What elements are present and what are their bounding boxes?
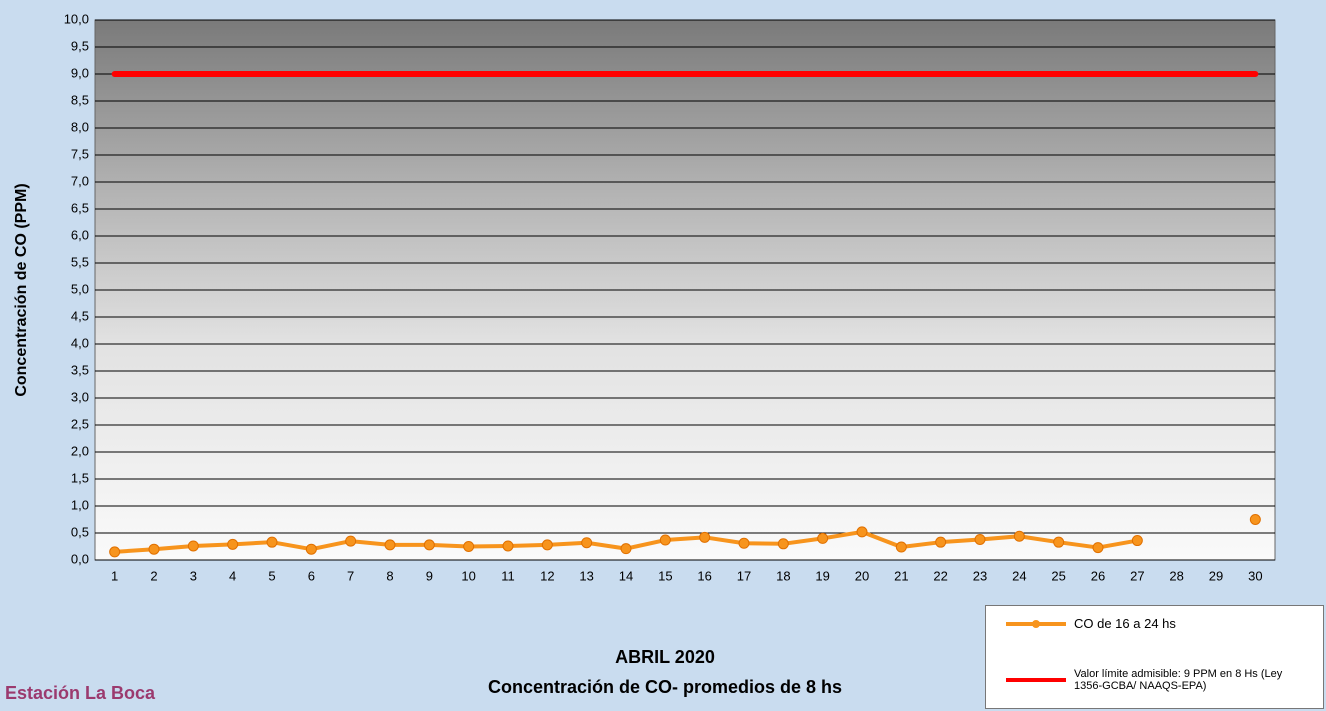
- data-point: [463, 541, 475, 552]
- data-point: [148, 543, 160, 555]
- y-tick-label: 3,0: [71, 389, 89, 404]
- y-tick-label: 1,5: [71, 470, 89, 485]
- x-tick-label: 11: [501, 568, 515, 583]
- station-label: Estación La Boca: [5, 683, 156, 703]
- y-tick-label: 3,5: [71, 362, 89, 377]
- data-point: [581, 537, 593, 549]
- legend-label: CO de 16 a 24 hs: [1074, 616, 1176, 631]
- y-tick-label: 8,5: [71, 92, 89, 107]
- x-tick-label: 9: [426, 568, 433, 583]
- data-point: [1053, 536, 1065, 548]
- data-point: [856, 526, 868, 538]
- x-tick-label: 2: [150, 568, 157, 583]
- x-tick-label: 21: [894, 568, 908, 583]
- x-tick-label: 22: [933, 568, 947, 583]
- data-point: [1013, 530, 1025, 542]
- data-point: [109, 546, 121, 558]
- y-tick-label: 6,0: [71, 227, 89, 242]
- x-tick-label: 18: [776, 568, 790, 583]
- x-tick-label: 19: [815, 568, 829, 583]
- x-tick-label: 6: [308, 568, 315, 583]
- data-point: [541, 539, 553, 551]
- data-point: [502, 540, 514, 552]
- legend-swatch: [1006, 619, 1066, 628]
- data-point: [974, 533, 986, 545]
- data-point: [345, 535, 357, 547]
- y-tick-label: 9,0: [71, 65, 89, 80]
- y-tick-label: 8,0: [71, 119, 89, 134]
- data-point: [305, 543, 317, 555]
- legend-item: Valor límite admisible: 9 PPM en 8 Hs (L…: [1006, 668, 1294, 692]
- data-point: [699, 531, 711, 543]
- chart-subtitle: Concentración de CO- promedios de 8 hs: [488, 677, 842, 697]
- y-tick-label: 5,5: [71, 254, 89, 269]
- y-tick-label: 10,0: [64, 11, 89, 26]
- x-tick-label: 20: [855, 568, 869, 583]
- y-tick-label: 2,0: [71, 443, 89, 458]
- y-tick-label: 1,0: [71, 497, 89, 512]
- data-point: [817, 532, 829, 544]
- x-tick-label: 13: [579, 568, 593, 583]
- data-point: [266, 536, 278, 548]
- y-tick-label: 5,0: [71, 281, 89, 296]
- x-tick-label: 15: [658, 568, 672, 583]
- x-tick-label: 30: [1248, 568, 1262, 583]
- x-tick-label: 3: [190, 568, 197, 583]
- chart-title: ABRIL 2020: [615, 647, 715, 667]
- y-tick-label: 7,0: [71, 173, 89, 188]
- data-point: [659, 534, 671, 546]
- y-tick-label: 0,5: [71, 524, 89, 539]
- x-tick-label: 1: [111, 568, 118, 583]
- x-tick-label: 16: [697, 568, 711, 583]
- x-tick-label: 29: [1209, 568, 1223, 583]
- x-tick-label: 24: [1012, 568, 1026, 583]
- x-tick-label: 27: [1130, 568, 1144, 583]
- data-point: [777, 538, 789, 550]
- data-point: [423, 539, 435, 551]
- y-tick-label: 4,0: [71, 335, 89, 350]
- legend-label: Valor límite admisible: 9 PPM en 8 Hs (L…: [1074, 668, 1283, 692]
- data-point: [895, 541, 907, 553]
- data-point: [935, 536, 947, 548]
- x-tick-label: 26: [1091, 568, 1105, 583]
- data-point: [1131, 535, 1143, 547]
- x-tick-label: 4: [229, 568, 236, 583]
- data-point: [227, 538, 239, 550]
- x-tick-label: 28: [1169, 568, 1183, 583]
- data-point: [620, 543, 632, 555]
- x-tick-label: 12: [540, 568, 554, 583]
- y-tick-label: 9,5: [71, 38, 89, 53]
- data-point: [384, 539, 396, 551]
- data-point: [1092, 542, 1104, 554]
- data-point: [187, 540, 199, 552]
- x-tick-label: 25: [1051, 568, 1065, 583]
- x-tick-label: 23: [973, 568, 987, 583]
- x-tick-label: 17: [737, 568, 751, 583]
- x-tick-label: 8: [386, 568, 393, 583]
- x-tick-label: 14: [619, 568, 633, 583]
- legend: CO de 16 a 24 hs Valor límite admisible:…: [985, 605, 1324, 709]
- x-tick-label: 5: [268, 568, 275, 583]
- y-axis-label: Concentración de CO (PPM): [13, 183, 30, 396]
- data-point: [738, 537, 750, 549]
- data-point: [1249, 514, 1261, 525]
- legend-swatch: [1006, 678, 1066, 682]
- y-tick-label: 7,5: [71, 146, 89, 161]
- y-tick-label: 2,5: [71, 416, 89, 431]
- y-tick-label: 0,0: [71, 551, 89, 566]
- legend-item: CO de 16 a 24 hs: [1006, 616, 1176, 631]
- x-tick-label: 7: [347, 568, 354, 583]
- x-tick-label: 10: [461, 568, 475, 583]
- y-tick-label: 6,5: [71, 200, 89, 215]
- y-tick-label: 4,5: [71, 308, 89, 323]
